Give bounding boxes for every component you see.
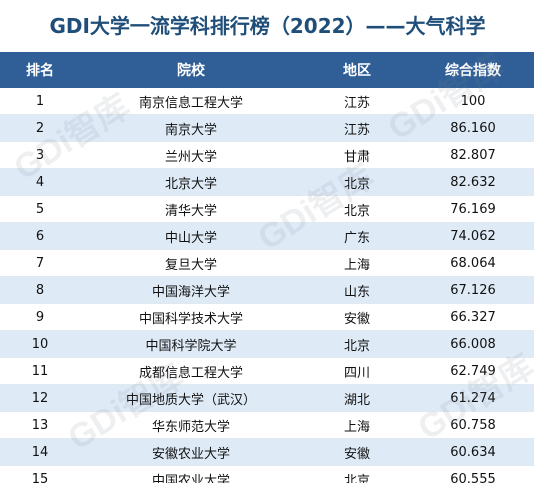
rank-cell: 2 (0, 114, 80, 142)
school-cell: 南京大学 (80, 114, 302, 142)
school-cell: 清华大学 (80, 195, 302, 223)
table-row: 7 复旦大学 上海 68.064 (0, 249, 534, 277)
region-cell: 四川 (302, 357, 412, 385)
score-cell: 66.008 (412, 330, 534, 358)
school-cell: 安徽农业大学 (80, 438, 302, 466)
rank-cell: 3 (0, 141, 80, 169)
school-cell: 华东师范大学 (80, 411, 302, 439)
header-region: 地区 (302, 52, 412, 88)
score-cell: 62.749 (412, 357, 534, 385)
ranking-table: 排名 院校 地区 综合指数 1 南京信息工程大学 江苏 100 2 南京大学 江苏 86.16… (0, 52, 534, 483)
school-cell: 兰州大学 (80, 141, 302, 169)
table-row: 8 中国海洋大学 山东 67.126 (0, 276, 534, 304)
region-cell: 安徽 (302, 438, 412, 466)
table-row: 12 中国地质大学（武汉） 湖北 61.274 (0, 384, 534, 412)
table-row: 3 兰州大学 甘肃 82.807 (0, 141, 534, 169)
score-cell: 61.274 (412, 384, 534, 412)
rank-cell: 8 (0, 276, 80, 304)
rank-cell: 11 (0, 357, 80, 385)
table-body: 1 南京信息工程大学 江苏 100 2 南京大学 江苏 86.160 3 兰州大学 甘肃 82.807… (0, 88, 534, 483)
rank-cell: 9 (0, 303, 80, 331)
rank-cell: 4 (0, 168, 80, 196)
table-row: 2 南京大学 江苏 86.160 (0, 114, 534, 142)
school-cell: 复旦大学 (80, 249, 302, 277)
table-row: 5 清华大学 北京 76.169 (0, 195, 534, 223)
score-cell: 82.632 (412, 168, 534, 196)
rank-cell: 5 (0, 195, 80, 223)
table-row: 15 中国农业大学 北京 60.555 (0, 465, 534, 483)
header-rank: 排名 (0, 52, 80, 88)
score-cell: 68.064 (412, 249, 534, 277)
score-cell: 76.169 (412, 195, 534, 223)
table-row: 1 南京信息工程大学 江苏 100 (0, 88, 534, 115)
score-cell: 67.126 (412, 276, 534, 304)
rank-cell: 7 (0, 249, 80, 277)
rank-cell: 6 (0, 222, 80, 250)
page-title: GDI大学一流学科排行榜（2022）——大气科学 (49, 14, 486, 38)
score-cell: 60.555 (412, 465, 534, 483)
rank-cell: 15 (0, 465, 80, 483)
table-header: 排名 院校 地区 综合指数 (0, 52, 534, 88)
region-cell: 上海 (302, 249, 412, 277)
table-row: 11 成都信息工程大学 四川 62.749 (0, 357, 534, 385)
score-cell: 100 (412, 88, 534, 115)
rank-cell: 1 (0, 88, 80, 115)
table-row: 14 安徽农业大学 安徽 60.634 (0, 438, 534, 466)
table-row: 6 中山大学 广东 74.062 (0, 222, 534, 250)
header-row: 排名 院校 地区 综合指数 (0, 52, 534, 88)
school-cell: 北京大学 (80, 168, 302, 196)
header-score: 综合指数 (412, 52, 534, 88)
region-cell: 江苏 (302, 114, 412, 142)
region-cell: 北京 (302, 465, 412, 483)
school-cell: 中国农业大学 (80, 465, 302, 483)
region-cell: 安徽 (302, 303, 412, 331)
region-cell: 甘肃 (302, 141, 412, 169)
score-cell: 86.160 (412, 114, 534, 142)
school-cell: 成都信息工程大学 (80, 357, 302, 385)
rank-cell: 14 (0, 438, 80, 466)
region-cell: 北京 (302, 195, 412, 223)
table-row: 10 中国科学院大学 北京 66.008 (0, 330, 534, 358)
score-cell: 74.062 (412, 222, 534, 250)
table-row: 9 中国科学技术大学 安徽 66.327 (0, 303, 534, 331)
school-cell: 中山大学 (80, 222, 302, 250)
region-cell: 上海 (302, 411, 412, 439)
score-cell: 66.327 (412, 303, 534, 331)
school-cell: 中国科学院大学 (80, 330, 302, 358)
header-school: 院校 (80, 52, 302, 88)
score-cell: 60.634 (412, 438, 534, 466)
region-cell: 北京 (302, 330, 412, 358)
school-cell: 中国科学技术大学 (80, 303, 302, 331)
region-cell: 湖北 (302, 384, 412, 412)
score-cell: 82.807 (412, 141, 534, 169)
school-cell: 中国地质大学（武汉） (80, 384, 302, 412)
table-row: 13 华东师范大学 上海 60.758 (0, 411, 534, 439)
region-cell: 山东 (302, 276, 412, 304)
rank-cell: 13 (0, 411, 80, 439)
rank-cell: 12 (0, 384, 80, 412)
score-cell: 60.758 (412, 411, 534, 439)
region-cell: 江苏 (302, 88, 412, 115)
rank-cell: 10 (0, 330, 80, 358)
region-cell: 北京 (302, 168, 412, 196)
school-cell: 南京信息工程大学 (80, 88, 302, 115)
school-cell: 中国海洋大学 (80, 276, 302, 304)
table-row: 4 北京大学 北京 82.632 (0, 168, 534, 196)
region-cell: 广东 (302, 222, 412, 250)
